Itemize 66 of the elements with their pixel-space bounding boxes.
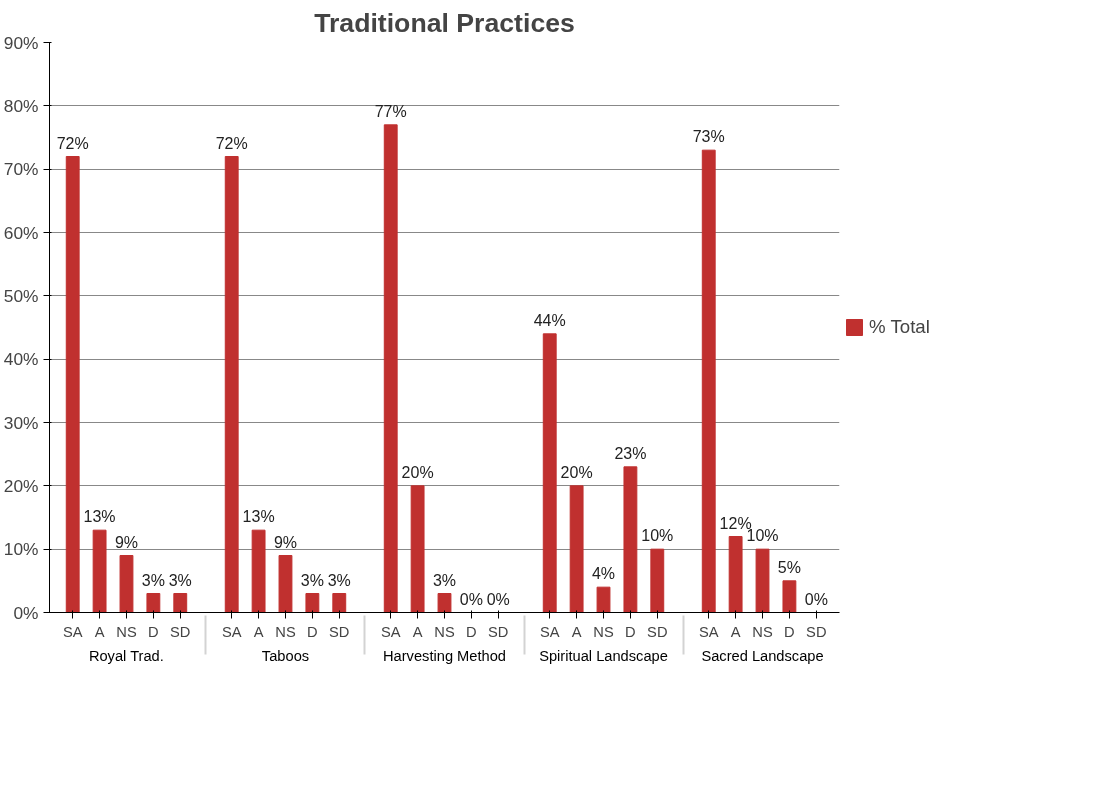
x-tick-label: SD xyxy=(488,623,509,640)
x-tick-label: SA xyxy=(62,623,83,640)
y-tick-label: 0% xyxy=(13,602,39,623)
y-tick-label: 40% xyxy=(3,349,39,370)
data-label: 9% xyxy=(273,533,298,551)
y-tick-label: 50% xyxy=(3,285,39,306)
text: Sacred Landscape xyxy=(701,647,824,664)
data-label: 5% xyxy=(777,558,801,576)
text: Spiritual Landscape xyxy=(539,647,668,664)
y-tick-label: 90% xyxy=(3,32,39,53)
x-tick-label: A xyxy=(94,623,105,640)
data-label: 72% xyxy=(56,134,89,152)
data-label: 20% xyxy=(401,463,434,481)
x-tick-label: SA xyxy=(698,623,719,640)
x-tick-label: A xyxy=(412,623,423,640)
data-label: 3% xyxy=(327,571,351,589)
x-tick-label: NS xyxy=(275,623,296,640)
y-tick-label: 60% xyxy=(3,222,39,243)
data-label: 23% xyxy=(614,444,647,462)
y-tick-label: 10% xyxy=(3,539,39,560)
data-label: 13% xyxy=(242,508,275,526)
data-label: 73% xyxy=(692,128,725,146)
data-label: 0% xyxy=(486,590,510,608)
data-label: 10% xyxy=(746,527,779,545)
x-tick-label: SD xyxy=(170,623,191,640)
chart-title: Traditional Practices xyxy=(314,7,575,38)
x-tick-label: SA xyxy=(221,623,242,640)
x-tick-label: SD xyxy=(806,623,827,640)
x-tick-label: D xyxy=(307,623,318,640)
x-tick-label: SD xyxy=(329,623,350,640)
data-label: 3% xyxy=(168,571,192,589)
x-tick-label: A xyxy=(730,623,741,640)
data-label: 4% xyxy=(591,565,616,583)
y-tick-label: 70% xyxy=(3,159,39,180)
data-label: 20% xyxy=(560,463,593,481)
data-label: 9% xyxy=(114,533,139,551)
data-label: 44% xyxy=(533,311,566,329)
x-tick-label: D xyxy=(466,623,477,640)
x-tick-label: NS xyxy=(434,623,455,640)
legend-label: % Total xyxy=(869,316,930,338)
x-tick-label: A xyxy=(571,623,582,640)
y-tick-label: 20% xyxy=(3,475,39,496)
x-tick-label: D xyxy=(625,623,636,640)
x-tick-label: SD xyxy=(647,623,668,640)
data-label: 77% xyxy=(374,102,407,120)
data-label: 0% xyxy=(804,590,828,608)
data-label: 13% xyxy=(83,508,116,526)
x-tick-label: NS xyxy=(593,623,614,640)
x-tick-label: NS xyxy=(116,623,137,640)
x-tick-label: SA xyxy=(380,623,401,640)
x-tick-label: D xyxy=(148,623,159,640)
x-tick-label: NS xyxy=(752,623,773,640)
x-tick-label: SA xyxy=(539,623,560,640)
data-label: 10% xyxy=(641,527,674,545)
text: Royal Trad. xyxy=(88,647,164,664)
data-label: 0% xyxy=(459,590,483,608)
x-tick-label: A xyxy=(253,623,264,640)
text: Taboos xyxy=(261,647,310,664)
data-label: 3% xyxy=(432,571,457,589)
text: Harvesting Method xyxy=(382,647,507,664)
y-tick-label: 80% xyxy=(3,95,39,116)
data-label: 3% xyxy=(141,571,165,589)
x-tick-label: D xyxy=(784,623,795,640)
data-label: 3% xyxy=(300,571,324,589)
y-tick-label: 30% xyxy=(3,412,39,433)
data-label: 72% xyxy=(215,134,248,152)
